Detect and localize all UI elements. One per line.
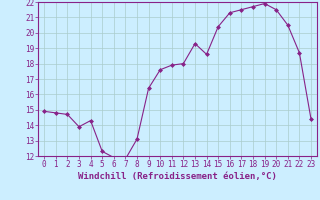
X-axis label: Windchill (Refroidissement éolien,°C): Windchill (Refroidissement éolien,°C) [78, 172, 277, 181]
